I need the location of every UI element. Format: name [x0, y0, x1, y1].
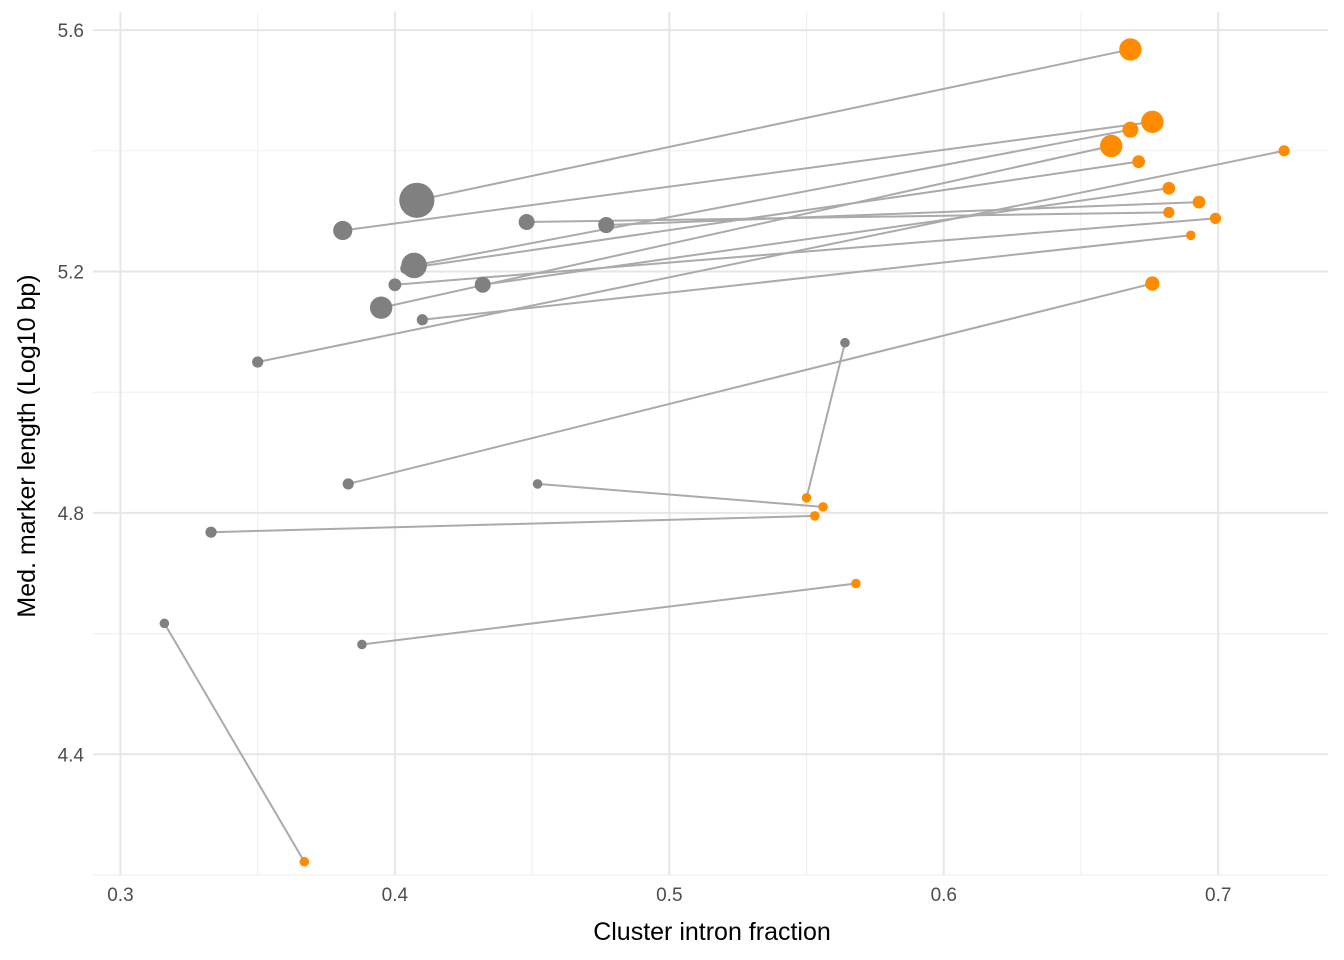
connector-line: [394, 217, 1216, 286]
connector-line: [163, 622, 306, 863]
start-point: [416, 314, 428, 326]
connector-line: [413, 128, 1131, 267]
start-point: [342, 478, 354, 490]
start-point: [598, 217, 615, 234]
connector-line: [422, 234, 1191, 321]
end-point: [809, 511, 820, 521]
start-point: [159, 618, 170, 629]
end-point: [801, 493, 812, 503]
end-point: [1185, 230, 1196, 241]
end-point: [1099, 134, 1123, 158]
end-point: [1141, 110, 1164, 134]
x-tick-label: 0.3: [107, 885, 133, 906]
start-points: [159, 182, 850, 650]
start-point: [399, 182, 435, 218]
connector-line: [526, 211, 1169, 224]
x-tick-label: 0.5: [656, 885, 682, 906]
end-point: [1122, 121, 1139, 138]
x-axis-title: Cluster intron fraction: [593, 918, 831, 946]
x-axis-ticks: 0.3 0.4 0.5 0.6 0.7: [107, 885, 1231, 906]
y-tick-label: 5.2: [58, 263, 84, 284]
connector-line: [405, 160, 1139, 270]
end-point: [1192, 195, 1206, 209]
start-point: [357, 639, 367, 650]
y-tick-label: 4.4: [58, 745, 85, 766]
y-tick-label: 4.8: [58, 504, 84, 525]
end-point: [1278, 145, 1290, 157]
start-point: [333, 220, 353, 241]
start-point: [252, 356, 264, 368]
connector-line: [416, 48, 1131, 202]
x-tick-label: 0.7: [1205, 885, 1231, 906]
start-point: [518, 214, 535, 231]
connector-line: [805, 342, 846, 499]
y-axis-title: Med. marker length (Log10 bp): [13, 274, 41, 617]
connector-lines: [163, 48, 1285, 863]
connector-line: [347, 282, 1153, 485]
y-axis-ticks: 4.4 4.8 5.2 5.6: [58, 21, 85, 766]
connector-line: [257, 149, 1285, 364]
connector-line: [380, 144, 1112, 309]
end-point: [1119, 38, 1142, 61]
end-point: [851, 578, 861, 589]
end-point: [299, 856, 310, 867]
end-point: [1209, 212, 1222, 224]
start-point: [400, 262, 412, 275]
end-point: [1162, 181, 1176, 195]
start-point: [388, 278, 402, 292]
x-tick-label: 0.6: [931, 885, 957, 906]
end-point: [818, 502, 828, 512]
connector-line: [361, 582, 857, 646]
end-point: [1163, 206, 1175, 218]
connector-line: [342, 120, 1153, 232]
end-points: [299, 38, 1290, 867]
x-tick-label: 0.4: [382, 885, 409, 906]
start-point: [532, 479, 543, 489]
y-tick-label: 5.6: [58, 21, 84, 42]
connector-line: [606, 201, 1200, 227]
end-point: [1145, 276, 1160, 291]
connector-line: [537, 482, 824, 508]
grid-major-lines: [93, 12, 1328, 875]
connector-line: [210, 514, 815, 534]
start-point: [205, 526, 217, 538]
end-point: [1132, 155, 1146, 169]
grid-minor-lines: [93, 12, 1328, 876]
start-point: [474, 276, 491, 293]
start-point: [369, 296, 393, 319]
start-point: [840, 337, 850, 348]
